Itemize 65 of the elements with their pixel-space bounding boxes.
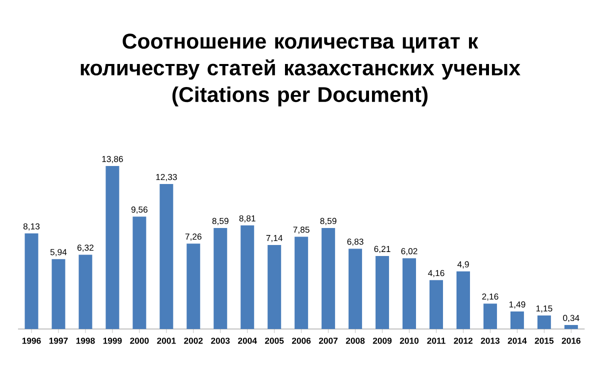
bar [160, 184, 174, 329]
x-tick-label: 2001 [157, 338, 176, 344]
data-label: 8,81 [239, 215, 256, 222]
bar [430, 280, 443, 329]
x-tick-label: 2014 [508, 338, 527, 344]
chart-subtitle: (Citations per Document) [172, 86, 428, 106]
x-tick-label: 2015 [534, 338, 554, 344]
x-tick-label: 2009 [372, 338, 392, 344]
data-label: 8,13 [23, 223, 40, 230]
bar [294, 236, 308, 329]
data-label: 1,15 [536, 305, 552, 313]
x-tick-label: 2011 [427, 338, 446, 344]
x-tick-label: 2005 [265, 338, 284, 344]
bar [348, 248, 362, 329]
data-label: 0,34 [563, 314, 580, 322]
x-tick-label: 1997 [49, 338, 68, 344]
bar [268, 245, 282, 329]
bar [186, 244, 200, 329]
data-label: 7,85 [293, 226, 310, 234]
bar [564, 324, 578, 329]
x-tick-label: 2007 [318, 338, 338, 344]
bar [240, 225, 254, 329]
x-tick-label: 1996 [22, 338, 41, 344]
data-label: 2,16 [482, 294, 498, 301]
data-label: 8,59 [212, 218, 228, 226]
data-label: 4,16 [428, 270, 444, 278]
x-tick-label: 2000 [130, 338, 149, 344]
bar [52, 259, 66, 329]
data-label: 6,83 [347, 238, 364, 246]
x-tick-label: 2016 [562, 338, 580, 344]
bar [537, 315, 551, 329]
x-tick-label: 2008 [346, 338, 365, 344]
bar [510, 311, 524, 329]
x-tick-label: 2012 [454, 338, 473, 344]
bar [78, 254, 92, 329]
x-tick-label: 2006 [292, 338, 311, 344]
data-label: 7,14 [266, 235, 283, 242]
bar [24, 233, 38, 329]
bar [106, 166, 120, 329]
data-label: 5,94 [50, 249, 67, 256]
x-tick-label: 1998 [76, 338, 95, 344]
data-label: 4,9 [457, 261, 469, 268]
x-tick-label: 2003 [211, 338, 230, 344]
data-label: 6,21 [374, 246, 390, 254]
data-label: 8,59 [320, 218, 336, 226]
x-tick-label: 1999 [103, 338, 122, 344]
data-label: 1,49 [509, 301, 526, 309]
bar [214, 228, 228, 329]
bar [402, 258, 416, 329]
data-label: 9,56 [131, 206, 148, 214]
bar [483, 304, 497, 329]
x-tick-label: 2002 [184, 338, 203, 344]
x-tick-label: 2010 [400, 338, 419, 344]
bar [132, 216, 146, 329]
data-label: 7,26 [185, 234, 202, 241]
data-label: 6,02 [401, 248, 418, 256]
x-tick-label: 2013 [480, 338, 500, 344]
data-label: 12,33 [156, 174, 177, 182]
chart-title: Соотношение количества цитат к количеству статей казахстанских ученых [80, 34, 520, 80]
bar [322, 228, 336, 329]
x-tick-label: 2004 [238, 338, 257, 344]
bar [456, 271, 470, 329]
bar [376, 256, 390, 329]
data-label: 13,86 [102, 156, 123, 164]
data-label: 6,32 [77, 244, 94, 252]
